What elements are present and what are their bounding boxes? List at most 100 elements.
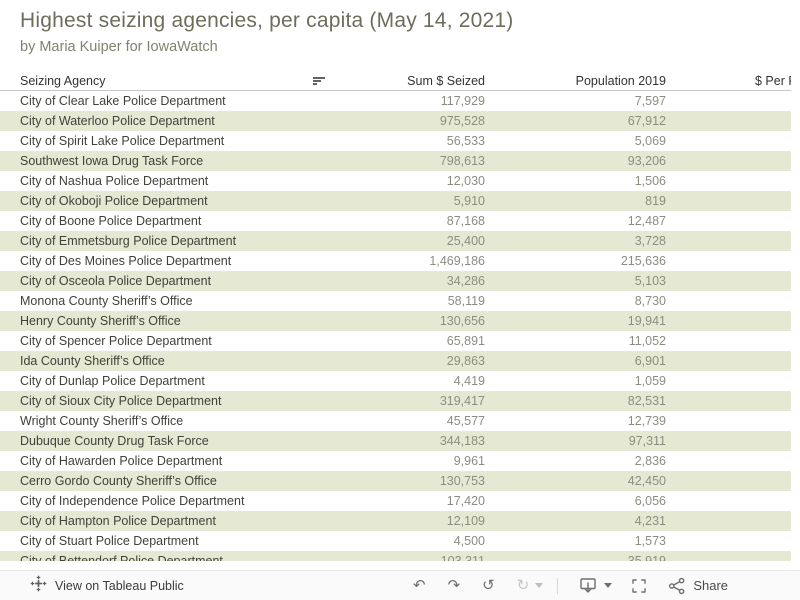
table-row[interactable]: City of Waterloo Police Department 975,5… [0, 111, 791, 131]
agency-cell[interactable]: City of Osceola Police Department [20, 274, 212, 288]
population-cell[interactable]: 7,597 [634, 94, 666, 108]
population-cell[interactable]: 1,573 [634, 534, 666, 548]
sum-seized-cell[interactable]: 319,417 [439, 394, 485, 408]
sum-seized-cell[interactable]: 56,533 [446, 134, 485, 148]
sort-descending-icon[interactable] [313, 77, 326, 87]
sum-seized-cell[interactable]: 975,528 [439, 114, 485, 128]
agency-cell[interactable]: City of Hampton Police Department [20, 514, 216, 528]
table-row[interactable]: City of Osceola Police Department 34,286… [0, 271, 791, 291]
table-row[interactable]: Wright County Sheriff’s Office 45,577 12… [0, 411, 791, 431]
per-person-cell[interactable] [666, 211, 791, 231]
per-person-cell[interactable] [666, 151, 791, 171]
sum-seized-cell[interactable]: 25,400 [446, 234, 485, 248]
per-person-cell[interactable] [666, 411, 791, 431]
population-cell[interactable]: 6,901 [634, 354, 666, 368]
table-row[interactable]: Monona County Sheriff’s Office 58,119 8,… [0, 291, 791, 311]
agency-cell[interactable]: Monona County Sheriff’s Office [20, 294, 193, 308]
revert-button[interactable]: ↺ [482, 571, 495, 600]
per-person-cell[interactable] [666, 111, 791, 131]
per-person-cell[interactable] [666, 431, 791, 451]
per-person-cell[interactable] [666, 131, 791, 151]
population-cell[interactable]: 12,487 [627, 214, 666, 228]
download-button[interactable] [578, 571, 613, 600]
table-row[interactable]: City of Spencer Police Department 65,891… [0, 331, 791, 351]
agency-cell[interactable]: City of Stuart Police Department [20, 534, 199, 548]
agency-cell[interactable]: City of Boone Police Department [20, 214, 202, 228]
population-cell[interactable]: 1,506 [634, 174, 666, 188]
agency-cell[interactable]: Dubuque County Drug Task Force [20, 434, 209, 448]
per-person-cell[interactable] [666, 491, 791, 511]
table-row[interactable]: City of Sioux City Police Department 319… [0, 391, 791, 411]
per-person-cell[interactable] [666, 171, 791, 191]
per-person-cell[interactable] [666, 271, 791, 291]
agency-cell[interactable]: City of Independence Police Department [20, 494, 245, 508]
per-person-cell[interactable] [666, 471, 791, 491]
sum-seized-cell[interactable]: 4,419 [453, 374, 485, 388]
share-button[interactable]: Share [668, 571, 728, 600]
sum-seized-cell[interactable]: 87,168 [446, 214, 485, 228]
population-cell[interactable]: 215,636 [620, 254, 666, 268]
sum-seized-cell[interactable]: 130,753 [439, 474, 485, 488]
table-row[interactable]: City of Stuart Police Department 4,500 1… [0, 531, 791, 551]
refresh-button[interactable]: ↻ [517, 571, 544, 600]
view-on-tableau-public-link[interactable]: View on Tableau Public [30, 571, 184, 600]
table-row[interactable]: City of Nashua Police Department 12,030 … [0, 171, 791, 191]
per-person-cell[interactable] [666, 291, 791, 311]
column-header-sum-seized[interactable]: Sum $ Seized [407, 74, 485, 88]
per-person-cell[interactable] [666, 371, 791, 391]
sum-seized-cell[interactable]: 17,420 [446, 494, 485, 508]
sum-seized-cell[interactable]: 45,577 [446, 414, 485, 428]
population-cell[interactable]: 42,450 [627, 474, 666, 488]
table-row[interactable]: City of Emmetsburg Police Department 25,… [0, 231, 791, 251]
agency-cell[interactable]: City of Clear Lake Police Department [20, 94, 226, 108]
per-person-cell[interactable] [666, 391, 791, 411]
agency-cell[interactable]: City of Emmetsburg Police Department [20, 234, 237, 248]
agency-cell[interactable]: City of Sioux City Police Department [20, 394, 222, 408]
population-cell[interactable]: 1,059 [634, 374, 666, 388]
agency-cell[interactable]: City of Spencer Police Department [20, 334, 212, 348]
population-cell[interactable]: 93,206 [627, 154, 666, 168]
population-cell[interactable]: 5,103 [634, 274, 666, 288]
sum-seized-cell[interactable]: 4,500 [453, 534, 485, 548]
table-row[interactable]: Southwest Iowa Drug Task Force 798,613 9… [0, 151, 791, 171]
table-row[interactable]: City of Boone Police Department 87,168 1… [0, 211, 791, 231]
table-row[interactable]: City of Clear Lake Police Department 117… [0, 91, 791, 111]
population-cell[interactable]: 5,069 [634, 134, 666, 148]
population-cell[interactable]: 3,728 [634, 234, 666, 248]
population-cell[interactable]: 67,912 [627, 114, 666, 128]
sum-seized-cell[interactable]: 34,286 [446, 274, 485, 288]
per-person-cell[interactable] [666, 531, 791, 551]
table-row[interactable]: City of Hawarden Police Department 9,961… [0, 451, 791, 471]
population-cell[interactable]: 82,531 [627, 394, 666, 408]
agency-cell[interactable]: Cerro Gordo County Sheriff’s Office [20, 474, 217, 488]
agency-cell[interactable]: City of Spirit Lake Police Department [20, 134, 225, 148]
sum-seized-cell[interactable]: 58,119 [447, 294, 485, 308]
sum-seized-cell[interactable]: 117,929 [440, 94, 485, 108]
column-header-seizing-agency[interactable]: Seizing Agency [20, 74, 106, 88]
population-cell[interactable]: 19,941 [627, 314, 666, 328]
population-cell[interactable]: 12,739 [627, 414, 666, 428]
per-person-cell[interactable] [666, 511, 791, 531]
table-row[interactable]: City of Dunlap Police Department 4,419 1… [0, 371, 791, 391]
agency-cell[interactable]: City of Des Moines Police Department [20, 254, 232, 268]
agency-cell[interactable]: City of Nashua Police Department [20, 174, 209, 188]
population-cell[interactable]: 4,231 [634, 514, 666, 528]
fullscreen-button[interactable] [630, 571, 648, 600]
agency-cell[interactable]: City of Bettendorf Police Department [20, 554, 223, 561]
table-row[interactable]: Ida County Sheriff’s Office 29,863 6,901 [0, 351, 791, 371]
population-cell[interactable]: 35,919 [627, 554, 666, 561]
sum-seized-cell[interactable]: 5,910 [453, 194, 485, 208]
per-person-cell[interactable] [666, 551, 791, 561]
sum-seized-cell[interactable]: 798,613 [439, 154, 485, 168]
sum-seized-cell[interactable]: 12,030 [446, 174, 485, 188]
sum-seized-cell[interactable]: 65,891 [446, 334, 485, 348]
population-cell[interactable]: 2,836 [634, 454, 666, 468]
sum-seized-cell[interactable]: 344,183 [439, 434, 485, 448]
agency-cell[interactable]: City of Waterloo Police Department [20, 114, 215, 128]
table-row[interactable]: City of Des Moines Police Department 1,4… [0, 251, 791, 271]
table-row[interactable]: City of Independence Police Department 1… [0, 491, 791, 511]
table-row[interactable]: Henry County Sheriff’s Office 130,656 19… [0, 311, 791, 331]
per-person-cell[interactable] [666, 91, 791, 111]
sum-seized-cell[interactable]: 29,863 [446, 354, 485, 368]
table-row[interactable]: City of Okoboji Police Department 5,910 … [0, 191, 791, 211]
